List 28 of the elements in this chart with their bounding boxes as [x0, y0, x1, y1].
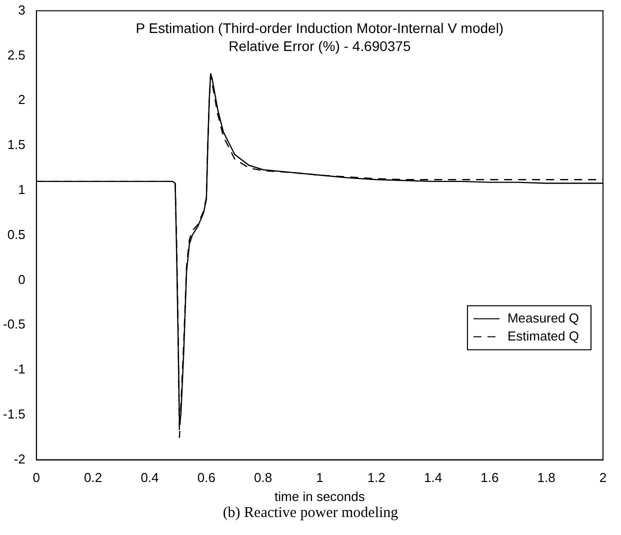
y-tick-label: 2 [18, 92, 26, 108]
y-tick-label: 3 [18, 2, 26, 18]
y-tick-label: -1.5 [2, 406, 26, 422]
x-tick-label: 1.6 [480, 470, 499, 486]
y-tick-label: 1 [18, 182, 26, 197]
y-tick-label: 2.5 [7, 47, 26, 62]
y-tick-label: 0.5 [7, 226, 26, 242]
x-tick-label: 0.4 [140, 470, 159, 486]
y-tick-label: -1 [14, 362, 26, 377]
y-tick-label: -2 [14, 451, 26, 466]
legend-label: Measured Q [507, 310, 580, 326]
x-axis-title: time in seconds [274, 488, 366, 504]
y-tick-label: 1.5 [7, 137, 26, 152]
x-tick-label: 2 [599, 470, 607, 486]
x-tick-label: 0 [32, 470, 40, 486]
x-tick-label: 1.4 [424, 470, 442, 486]
x-tick-label: 1.8 [537, 470, 556, 486]
x-tick-label: 1 [316, 470, 324, 486]
text: Relative Error (%) - 4.690375 [228, 38, 411, 54]
x-tick-label: 0.8 [254, 470, 272, 486]
x-tick-label: 0.6 [197, 470, 216, 486]
x-tick-label: 0.2 [84, 470, 102, 486]
y-tick-label: 0 [18, 272, 26, 287]
legend-label: Estimated Q [507, 328, 579, 344]
text: P Estimation (Third-order Induction Motor-Internal V model) [136, 20, 504, 36]
text: (b) Reactive power modeling [222, 505, 400, 522]
y-tick-label: -0.5 [2, 316, 26, 332]
x-tick-label: 1.2 [367, 470, 386, 486]
